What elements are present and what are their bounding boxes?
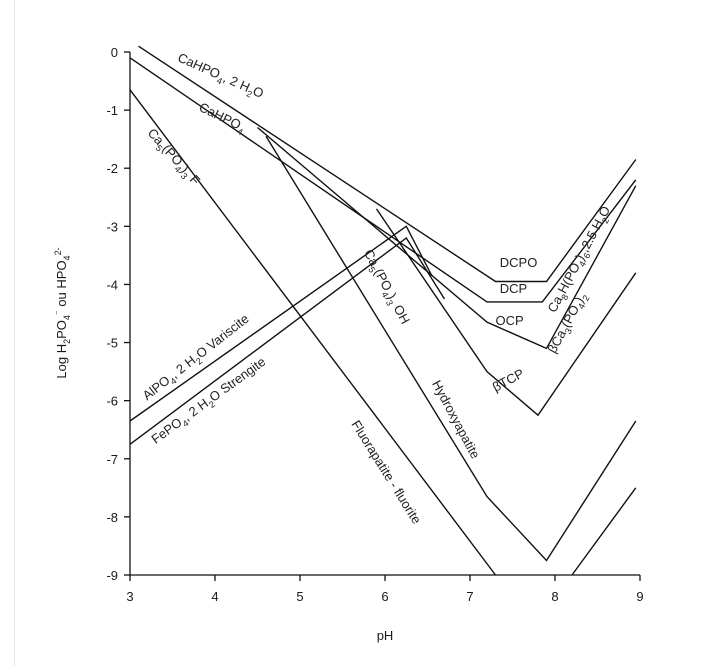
y-tick-label: -3: [106, 219, 118, 234]
label-dcpo: DCPO: [500, 255, 538, 270]
y-axis-title-part: PO: [54, 320, 69, 339]
x-tick-label: 7: [466, 589, 473, 604]
label-dcp: DCP: [500, 281, 527, 296]
label-strengite-part: , 2 H: [180, 395, 211, 423]
label-dcpa: CaHPO4: [195, 99, 248, 137]
y-axis-title-part: 2: [62, 339, 72, 344]
label-variscite: AlPO4, 2 H2O Variscite: [140, 311, 254, 405]
label-dcpd-part: 2: [245, 88, 254, 99]
label-dcpd: CaHPO4, 2 H2O: [174, 50, 266, 104]
label-ocp: OCP: [496, 313, 524, 328]
y-axis-title-part: 2-: [53, 247, 63, 255]
label-ca8h-part: 8: [559, 293, 570, 302]
y-tick-label: -9: [106, 568, 118, 583]
label-hap-formula-part: 4: [379, 290, 390, 299]
series-line-dcpd: [138, 45, 637, 283]
label-fluorapatite: Fluorapatite - fluorite: [348, 418, 424, 527]
x-tick-label: 3: [126, 589, 133, 604]
label-ocp-part: OCP: [496, 313, 524, 328]
label-hydroxyapatite: Hydroxyapatite: [429, 378, 483, 462]
label-strengite-part: FePO: [148, 415, 184, 447]
label-dcpd-part: O: [251, 83, 266, 101]
series-line-fluorapatite-right: [571, 487, 637, 576]
series-line-btcp: [375, 208, 637, 417]
y-tick-label: -7: [106, 452, 118, 467]
label-fap-formula-part: Ca: [145, 125, 168, 148]
y-axis-title-part: 4: [62, 315, 72, 320]
label-dcpd-part: CaHPO: [176, 50, 223, 82]
y-tick-label: -1: [106, 103, 118, 118]
series-lines: [129, 45, 637, 576]
y-tick-label: -4: [106, 277, 118, 292]
y-axis-title: Log H2PO4⁻ ou HPO42-: [53, 247, 72, 378]
series-line-hydroxyapatite: [265, 135, 637, 562]
label-variscite-part: 4: [168, 376, 178, 387]
y-tick-label: -5: [106, 336, 118, 351]
y-tick-label: -8: [106, 510, 118, 525]
y-ticks: 0 -1 -2 -3 -4 -5 -6 -7 -8 -9: [106, 45, 130, 583]
label-bca3-part: 3: [563, 327, 574, 336]
label-strengite: FePO4, 2 H2O Strengite: [148, 354, 270, 449]
label-ca8h-part: 4: [577, 259, 588, 268]
label-ca8h-part: 2: [600, 216, 611, 225]
label-variscite-part: 2: [194, 356, 204, 367]
y-axis-title-part: Log H: [54, 344, 69, 379]
label-fap-formula: Ca5(PO4)3 F: [143, 125, 204, 190]
label-ca8h-part: 6: [581, 251, 592, 260]
x-tick-label: 6: [381, 589, 388, 604]
y-tick-label: 0: [111, 45, 118, 60]
y-axis-title-part: 4: [62, 255, 72, 260]
series-line-dcpa: [129, 57, 637, 303]
label-hap-formula: Ca5(PO4)3 OH: [358, 247, 413, 328]
x-tick-label: 5: [296, 589, 303, 604]
x-axis-title: pH: [377, 628, 394, 643]
x-ticks: 3 4 5 6 7 8 9: [126, 575, 644, 604]
y-tick-label: -6: [106, 394, 118, 409]
label-ca8h-part: O: [595, 203, 613, 219]
label-variscite-part: AlPO: [140, 373, 173, 404]
label-hydroxyapatite-part: Hydroxyapatite: [429, 378, 483, 462]
label-fluorapatite-part: Fluorapatite - fluorite: [348, 418, 424, 527]
series-line-variscite: [129, 225, 433, 422]
label-dcp-part: DCP: [500, 281, 527, 296]
label-hap-formula-part: 3: [384, 298, 395, 307]
y-tick-label: -2: [106, 161, 118, 176]
label-fap-formula-part: 5: [154, 143, 165, 153]
label-hap-formula-part: ): [384, 291, 399, 302]
label-ca8h-part: ): [572, 252, 587, 263]
label-strengite-part: 2: [207, 399, 217, 410]
y-axis-title-part: ⁻: [53, 310, 63, 315]
y-axis-title-part: ou HPO: [54, 260, 69, 310]
label-bca3-part: ): [571, 294, 586, 305]
x-tick-label: 8: [551, 589, 558, 604]
label-fap-formula-part: 4: [172, 164, 183, 174]
label-hap-formula-part: Ca: [361, 247, 382, 269]
label-strengite-part: 4: [181, 418, 191, 429]
label-dcpa-part: CaHPO: [197, 99, 244, 132]
label-variscite-part: O Variscite: [193, 311, 252, 361]
label-ca8h-part: Ca: [544, 293, 565, 315]
page-left-border: [14, 0, 15, 666]
label-bca3-part: 2: [580, 293, 591, 302]
label-dcpd-part: 4: [215, 75, 224, 86]
label-dcpa-part: 4: [236, 126, 245, 137]
label-fap-formula-part: 3: [179, 171, 190, 181]
x-tick-label: 4: [211, 589, 218, 604]
label-hap-formula-part: OH: [389, 299, 413, 326]
label-hap-formula-part: (PO: [371, 266, 395, 293]
series-line-strengite: [129, 236, 446, 445]
series-line-fluorapatite: [129, 89, 497, 576]
x-tick-label: 9: [636, 589, 643, 604]
series-line-ocp: [257, 126, 637, 350]
label-bca3-part: 4: [576, 302, 587, 311]
label-hap-formula-part: 5: [366, 265, 377, 274]
label-dcpo-part: DCPO: [500, 255, 538, 270]
